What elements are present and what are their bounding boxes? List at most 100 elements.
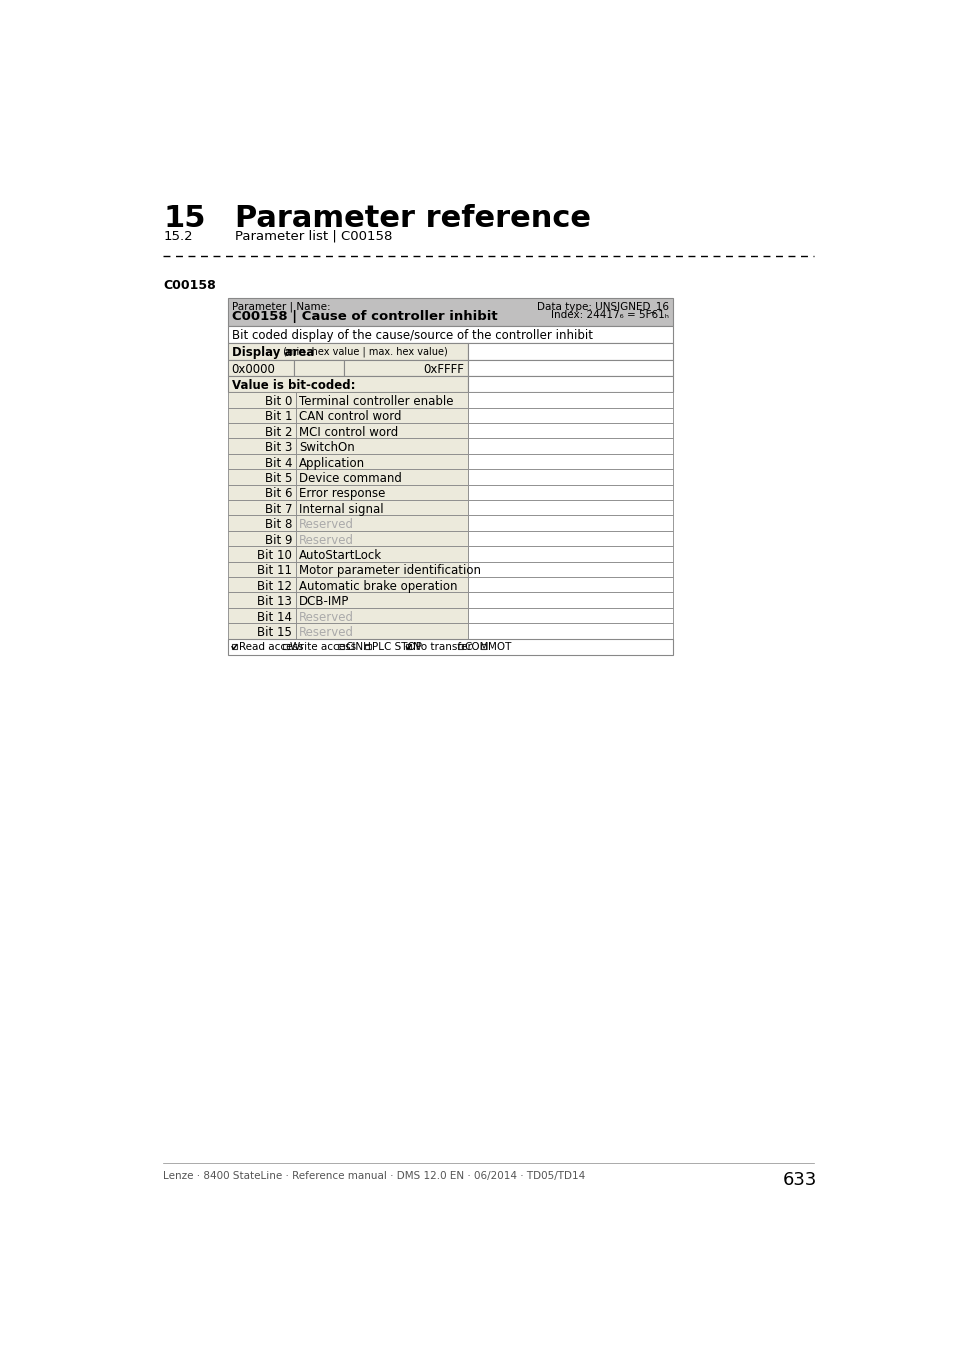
- Bar: [295, 393, 468, 408]
- Bar: [468, 608, 672, 624]
- Text: Bit 7: Bit 7: [264, 502, 292, 516]
- Bar: [228, 547, 295, 562]
- Text: SwitchOn: SwitchOn: [298, 441, 355, 454]
- Text: 15: 15: [163, 204, 206, 234]
- Text: Parameter list | C00158: Parameter list | C00158: [235, 230, 393, 243]
- Bar: [468, 531, 672, 547]
- Bar: [468, 408, 672, 423]
- Bar: [283, 644, 289, 649]
- Bar: [295, 562, 468, 576]
- Bar: [228, 576, 295, 593]
- Text: Reserved: Reserved: [298, 610, 354, 624]
- Bar: [468, 360, 672, 377]
- Bar: [295, 624, 468, 639]
- Text: Bit 3: Bit 3: [264, 441, 292, 454]
- Bar: [468, 547, 672, 562]
- Bar: [468, 562, 672, 576]
- Text: Bit 6: Bit 6: [264, 487, 292, 501]
- Text: Display area: Display area: [232, 346, 314, 359]
- Bar: [228, 516, 295, 531]
- Bar: [468, 624, 672, 639]
- Bar: [468, 439, 672, 454]
- Text: Data type: UNSIGNED_16: Data type: UNSIGNED_16: [537, 301, 668, 312]
- Text: Application: Application: [298, 456, 365, 470]
- Bar: [295, 485, 468, 500]
- Text: Bit 15: Bit 15: [257, 626, 292, 639]
- Text: Parameter | Name:: Parameter | Name:: [232, 301, 330, 312]
- Bar: [228, 298, 672, 325]
- Bar: [228, 470, 295, 485]
- Bar: [228, 454, 295, 470]
- Bar: [338, 644, 343, 649]
- Text: Bit 8: Bit 8: [264, 518, 292, 531]
- Bar: [228, 500, 295, 516]
- Text: COM: COM: [464, 641, 489, 652]
- Bar: [228, 393, 295, 408]
- Bar: [228, 624, 295, 639]
- Text: Bit 14: Bit 14: [256, 610, 292, 624]
- Bar: [295, 439, 468, 454]
- Text: Internal signal: Internal signal: [298, 502, 383, 516]
- Bar: [228, 531, 295, 547]
- Bar: [295, 593, 468, 608]
- Bar: [228, 439, 295, 454]
- Bar: [295, 500, 468, 516]
- Text: Bit 4: Bit 4: [264, 456, 292, 470]
- Text: Bit coded display of the cause/source of the controller inhibit: Bit coded display of the cause/source of…: [232, 329, 592, 342]
- Bar: [468, 454, 672, 470]
- Bar: [228, 377, 468, 393]
- Bar: [228, 423, 295, 439]
- Bar: [295, 454, 468, 470]
- Text: No transfer: No transfer: [413, 641, 472, 652]
- Bar: [468, 377, 672, 393]
- Text: Error response: Error response: [298, 487, 385, 501]
- Bar: [228, 325, 672, 343]
- Bar: [228, 608, 295, 624]
- Bar: [468, 500, 672, 516]
- Text: MOT: MOT: [487, 641, 511, 652]
- Bar: [295, 516, 468, 531]
- Text: Bit 13: Bit 13: [257, 595, 292, 608]
- Text: Bit 0: Bit 0: [264, 396, 292, 408]
- Text: Lenze · 8400 StateLine · Reference manual · DMS 12.0 EN · 06/2014 · TD05/TD14: Lenze · 8400 StateLine · Reference manua…: [163, 1170, 585, 1181]
- Bar: [344, 360, 468, 377]
- Text: 0x0000: 0x0000: [232, 363, 275, 375]
- Text: 633: 633: [781, 1170, 816, 1189]
- Bar: [406, 644, 411, 649]
- Text: Reserved: Reserved: [298, 518, 354, 531]
- Text: Bit 11: Bit 11: [256, 564, 292, 578]
- Text: AutoStartLock: AutoStartLock: [298, 549, 382, 562]
- Bar: [468, 423, 672, 439]
- Text: Value is bit-coded:: Value is bit-coded:: [232, 379, 355, 391]
- Bar: [468, 470, 672, 485]
- Text: Bit 5: Bit 5: [264, 472, 292, 485]
- Bar: [295, 608, 468, 624]
- Text: Bit 10: Bit 10: [257, 549, 292, 562]
- Bar: [457, 644, 462, 649]
- Text: Bit 2: Bit 2: [264, 425, 292, 439]
- Text: CAN control word: CAN control word: [298, 410, 401, 424]
- Bar: [295, 531, 468, 547]
- Bar: [232, 644, 236, 649]
- Text: Bit 9: Bit 9: [264, 533, 292, 547]
- Text: Terminal controller enable: Terminal controller enable: [298, 396, 453, 408]
- Bar: [228, 408, 295, 423]
- Bar: [365, 644, 370, 649]
- Text: Index: 24417₆ = 5F61ₕ: Index: 24417₆ = 5F61ₕ: [550, 310, 668, 320]
- Text: Motor parameter identification: Motor parameter identification: [298, 564, 480, 578]
- Text: (min. hex value | max. hex value): (min. hex value | max. hex value): [279, 346, 447, 356]
- Bar: [295, 423, 468, 439]
- Bar: [228, 485, 295, 500]
- Bar: [468, 576, 672, 593]
- Bar: [295, 547, 468, 562]
- Bar: [480, 644, 486, 649]
- Bar: [228, 343, 468, 360]
- Text: Bit 1: Bit 1: [264, 410, 292, 424]
- Text: DCB-IMP: DCB-IMP: [298, 595, 349, 608]
- Text: 15.2: 15.2: [163, 230, 193, 243]
- Bar: [468, 343, 672, 360]
- Bar: [468, 593, 672, 608]
- Text: Reserved: Reserved: [298, 626, 354, 639]
- Bar: [468, 485, 672, 500]
- Bar: [294, 360, 344, 377]
